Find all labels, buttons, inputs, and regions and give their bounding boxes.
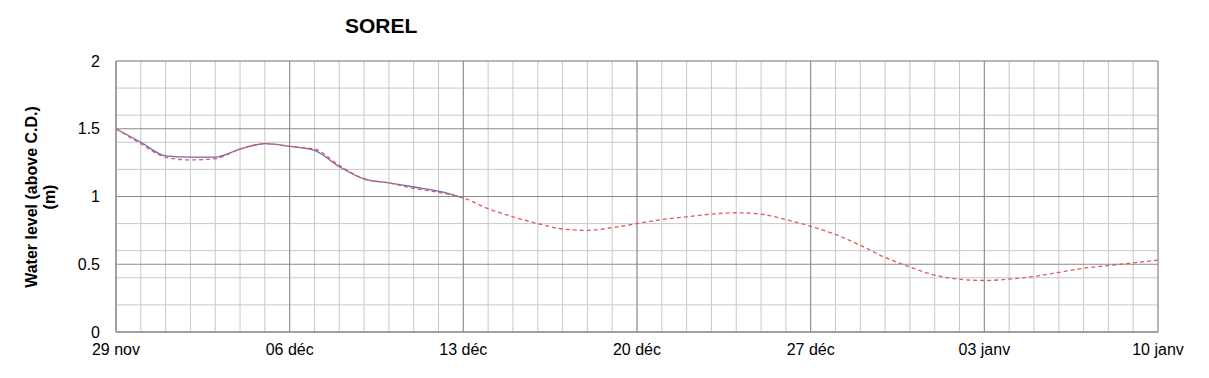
svg-text:1.5: 1.5 xyxy=(78,120,100,137)
html-text:SOREL: SOREL xyxy=(345,14,418,37)
svg-text:0.5: 0.5 xyxy=(78,256,100,273)
svg-text:10 janv: 10 janv xyxy=(1132,341,1184,358)
svg-text:20 déc: 20 déc xyxy=(613,341,661,358)
svg-text:29 nov: 29 nov xyxy=(92,341,140,358)
svg-text:2: 2 xyxy=(91,53,100,70)
svg-text:1: 1 xyxy=(91,188,100,205)
svg-text:03 janv: 03 janv xyxy=(959,341,1011,358)
svg-text:27 déc: 27 déc xyxy=(787,341,835,358)
svg-text:(m): (m) xyxy=(41,185,58,210)
svg-text:Water level (above C.D.): Water level (above C.D.) xyxy=(23,106,40,288)
svg-text:0: 0 xyxy=(91,324,100,341)
svg-text:06 déc: 06 déc xyxy=(266,341,314,358)
svg-text:13 déc: 13 déc xyxy=(439,341,487,358)
